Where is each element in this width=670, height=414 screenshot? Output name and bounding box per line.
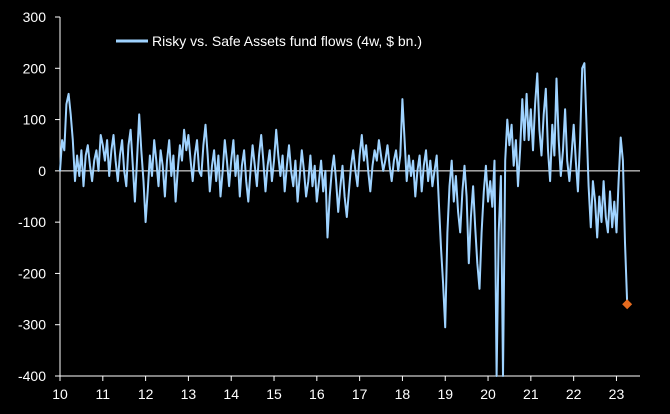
y-tick-label: 100 — [23, 112, 47, 128]
x-tick-label: 13 — [181, 386, 197, 402]
x-tick-label: 12 — [138, 386, 154, 402]
y-axis-ticks: 300 200 100 0 -100 -200 -300 -400 — [18, 9, 60, 384]
y-tick-label: -100 — [18, 214, 46, 230]
y-tick-label: -200 — [18, 265, 46, 281]
x-tick-label: 20 — [480, 386, 496, 402]
x-tick-label: 14 — [223, 386, 239, 402]
y-tick-label: 200 — [23, 60, 47, 76]
x-tick-label: 21 — [523, 386, 539, 402]
x-tick-label: 11 — [96, 386, 111, 402]
y-tick-label: 0 — [38, 163, 46, 179]
x-tick-label: 18 — [395, 386, 411, 402]
legend: Risky vs. Safe Assets fund flows (4w, $ … — [116, 33, 422, 49]
y-tick-label: -300 — [18, 317, 46, 333]
x-axis-ticks: 10 11 12 13 14 15 16 17 18 19 20 21 22 23 — [52, 376, 624, 402]
legend-label: Risky vs. Safe Assets fund flows (4w, $ … — [152, 33, 422, 49]
series-line — [59, 62, 629, 377]
y-tick-label: -400 — [18, 368, 46, 384]
latest-value-marker — [622, 299, 633, 310]
y-tick-label: 300 — [23, 9, 47, 25]
series-layer — [59, 62, 633, 377]
x-tick-label: 19 — [437, 386, 453, 402]
x-tick-label: 15 — [266, 386, 282, 402]
x-tick-label: 23 — [609, 386, 625, 402]
x-tick-label: 17 — [352, 386, 368, 402]
x-tick-label: 10 — [52, 386, 68, 402]
x-tick-label: 16 — [309, 386, 325, 402]
x-tick-label: 22 — [566, 386, 582, 402]
